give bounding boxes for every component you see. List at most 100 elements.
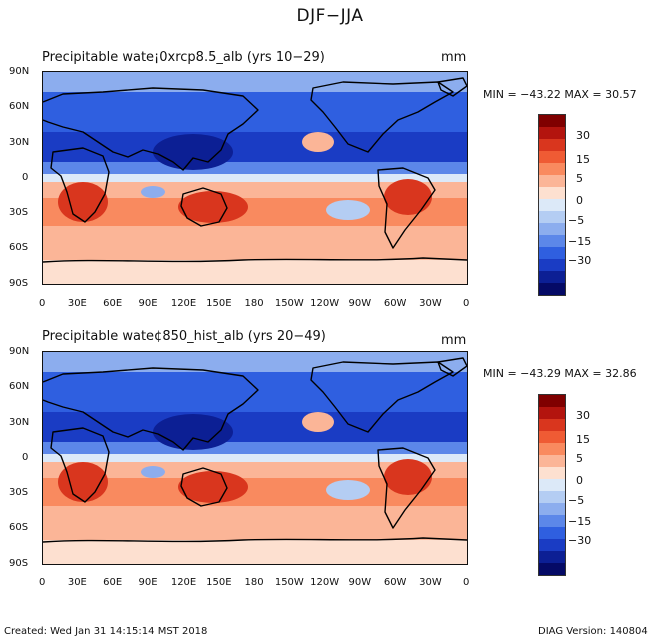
colorbar-swatch: [539, 271, 565, 283]
colorbar-label: 30: [576, 129, 590, 142]
lon-tick-label: 180: [244, 577, 264, 588]
colorbar-swatch: [539, 151, 565, 163]
lat-tick-label: 30S: [9, 207, 29, 218]
australia-outline: [180, 187, 228, 227]
min-max-bottom: MIN = −43.29 MAX = 32.86: [483, 367, 637, 380]
lon-tick-label: 30W: [419, 577, 442, 588]
lat-tick-label: 90N: [9, 346, 30, 357]
lon-tick-label: 90W: [348, 577, 372, 588]
blob-npac-warm: [302, 412, 334, 432]
blob-asia-low: [153, 134, 233, 170]
colorbar-swatch: [539, 539, 565, 551]
units-label-top: mm: [441, 50, 467, 65]
precipitable-water-field-top: [43, 72, 467, 284]
australia-outline: [180, 467, 228, 507]
diag-version: DIAG Version: 140804: [538, 626, 648, 637]
greenland-outline: [437, 357, 467, 377]
lat-tick-label: 30N: [9, 137, 30, 148]
lat-tick-label: 0: [22, 452, 29, 463]
colorbar-swatch: [539, 235, 565, 247]
created-timestamp: Created: Wed Jan 31 14:15:14 MST 2018: [4, 626, 208, 637]
lon-tick-label: 0: [39, 577, 46, 588]
antarctica-outline: [43, 257, 467, 263]
band-midlat-south: [43, 506, 467, 540]
colorbar-swatch: [539, 283, 565, 295]
north-america-outline: [310, 81, 454, 153]
blob-npac-warm: [302, 132, 334, 152]
blob-indian-cool: [141, 466, 165, 478]
colorbar-label: 15: [576, 153, 590, 166]
blob-samerica-high: [384, 459, 432, 495]
lat-tick-label: 0: [22, 172, 29, 183]
lat-tick-label: 60S: [9, 242, 29, 253]
lon-tick-label: 60W: [383, 577, 407, 588]
colorbar-label: 5: [576, 452, 583, 465]
colorbar-bottom: [538, 394, 566, 576]
lon-tick-label: 120W: [310, 298, 340, 309]
lon-tick-label: 120E: [170, 577, 197, 588]
colorbar-swatch: [539, 115, 565, 127]
panel-title-top: Precipitable wate¡0xrcp8.5_alb (yrs 10−2…: [42, 50, 325, 65]
blob-australia-high: [178, 471, 248, 503]
band-polar-south: [43, 540, 467, 564]
colorbar-swatch: [539, 491, 565, 503]
colorbar-top: [538, 114, 566, 296]
africa-outline: [50, 427, 110, 503]
lat-tick-label: 90S: [9, 558, 29, 569]
lon-tick-label: 60E: [103, 298, 123, 309]
lon-tick-label: 0: [463, 298, 470, 309]
map-panel-top: [42, 71, 468, 285]
blob-pacific-cool: [326, 200, 370, 220]
colorbar-swatch: [539, 431, 565, 443]
colorbar-swatch: [539, 443, 565, 455]
colorbar-swatch: [539, 515, 565, 527]
lon-tick-label: 30E: [67, 298, 87, 309]
lon-tick-label: 30W: [419, 298, 442, 309]
colorbar-swatch: [539, 455, 565, 467]
band-polar-south: [43, 260, 467, 284]
band-subtropic-north: [43, 412, 467, 442]
colorbar-label: −15: [568, 235, 592, 248]
colorbar-label: 0: [576, 474, 583, 487]
lon-tick-label: 30E: [67, 577, 87, 588]
colorbar-label: 5: [576, 172, 583, 185]
band-equator: [43, 174, 467, 182]
band-polar-north: [43, 72, 467, 92]
lat-tick-label: 60S: [9, 522, 29, 533]
eurasia-outline: [43, 87, 259, 171]
colorbar-swatch: [539, 223, 565, 235]
band-polar-north: [43, 352, 467, 372]
south-america-outline: [377, 447, 436, 529]
north-america-outline: [310, 361, 454, 433]
greenland-outline: [437, 77, 467, 97]
lon-tick-label: 150W: [274, 577, 304, 588]
colorbar-label: −15: [568, 515, 592, 528]
blob-asia-low: [153, 414, 233, 450]
lon-tick-label: 120W: [310, 577, 340, 588]
lat-tick-label: 60N: [9, 101, 30, 112]
colorbar-swatch: [539, 467, 565, 479]
min-max-top: MIN = −43.22 MAX = 30.57: [483, 88, 637, 101]
lon-tick-label: 90E: [138, 298, 158, 309]
colorbar-swatch: [539, 175, 565, 187]
blob-indian-cool: [141, 186, 165, 198]
lon-tick-label: 150E: [206, 577, 232, 588]
antarctica-outline: [43, 537, 467, 543]
lon-tick-label: 60E: [103, 577, 123, 588]
plot-title: DJF−JJA: [296, 6, 364, 26]
lon-tick-label: 150E: [206, 298, 232, 309]
colorbar-swatch: [539, 395, 565, 407]
blob-samerica-high: [384, 179, 432, 215]
colorbar-swatch: [539, 527, 565, 539]
band-midlat-south: [43, 226, 467, 260]
colorbar-swatch: [539, 139, 565, 151]
eurasia-outline: [43, 367, 259, 451]
lon-tick-label: 150W: [274, 298, 304, 309]
band-equator-north: [43, 162, 467, 174]
colorbar-swatch: [539, 127, 565, 139]
colorbar-swatch: [539, 187, 565, 199]
colorbar-swatch: [539, 199, 565, 211]
colorbar-swatch: [539, 551, 565, 563]
colorbar-swatch: [539, 247, 565, 259]
colorbar-label: 0: [576, 194, 583, 207]
